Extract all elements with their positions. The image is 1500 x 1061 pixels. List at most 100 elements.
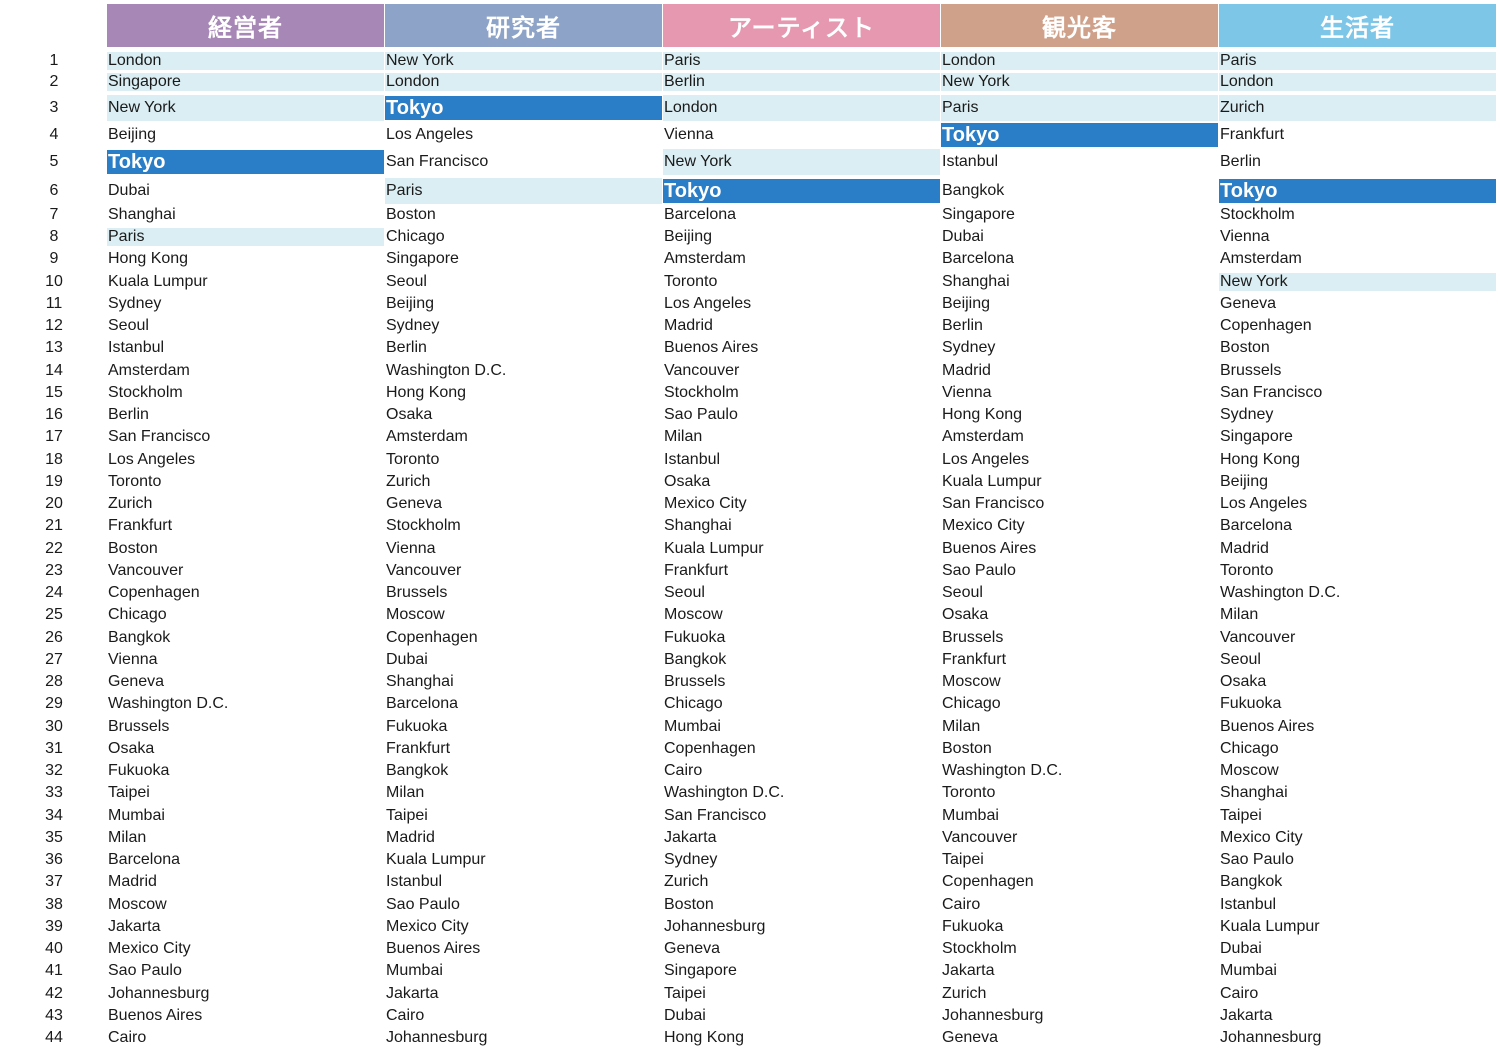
city-cell: London [1219, 73, 1496, 91]
city-cell: Stockholm [386, 517, 461, 535]
city-cell: Sao Paulo [108, 962, 182, 980]
city-cell-tokyo: Tokyo [1219, 179, 1496, 203]
city-cell: Sydney [386, 317, 440, 334]
city-cell: Madrid [108, 873, 157, 891]
rank-number: 10 [45, 272, 63, 290]
city-cell-tokyo: Tokyo [385, 96, 662, 120]
city-cell: New York [1219, 272, 1496, 291]
city-cell: Mumbai [664, 717, 721, 735]
city-cell: Fukuoka [942, 917, 1004, 935]
rank-number: 42 [45, 984, 63, 1002]
city-cell: Singapore [1220, 428, 1293, 446]
city-cell: San Francisco [108, 428, 211, 446]
city-cell: Fukuoka [108, 762, 170, 779]
city-cell: Milan [942, 717, 981, 735]
city-cell: Brussels [664, 673, 726, 690]
city-cell: Sao Paulo [942, 561, 1016, 579]
city-cell: Frankfurt [386, 739, 451, 757]
city-cell: Toronto [386, 450, 440, 468]
city-cell: Mexico City [1220, 828, 1303, 846]
city-cell: Sydney [1220, 406, 1274, 423]
city-cell: Amsterdam [386, 428, 468, 446]
city-cell: Shanghai [108, 206, 176, 223]
city-cell: Paris [1219, 52, 1496, 70]
city-cell: Vienna [942, 383, 992, 401]
city-cell: Stockholm [108, 383, 183, 401]
city-cell: Frankfurt [108, 517, 173, 535]
city-cell: Zurich [664, 873, 709, 891]
city-cell: Kuala Lumpur [108, 272, 208, 290]
city-cell: Boston [108, 539, 158, 557]
city-cell: Moscow [386, 606, 445, 624]
city-cell: Mumbai [1220, 962, 1277, 980]
city-cell: Moscow [108, 895, 167, 913]
rank-number: 24 [45, 584, 63, 601]
city-cell: San Francisco [942, 495, 1045, 512]
rank-number: 36 [45, 851, 63, 868]
city-cell: Vienna [108, 650, 158, 668]
rank-number: 11 [45, 294, 63, 312]
city-cell: Zurich [942, 984, 987, 1002]
city-cell: San Francisco [386, 153, 489, 170]
city-cell: Moscow [1220, 762, 1279, 779]
city-cell: Amsterdam [664, 250, 746, 268]
city-cell: Copenhagen [386, 628, 478, 646]
city-cell: Zurich [1219, 95, 1496, 121]
city-cell: Istanbul [1220, 895, 1277, 913]
city-cell: Brussels [386, 584, 448, 601]
city-cell: Sao Paulo [386, 895, 460, 913]
city-cell: Los Angeles [942, 450, 1030, 468]
city-cell: Seoul [1220, 650, 1261, 668]
city-cell: Hong Kong [664, 1029, 745, 1046]
city-cell: Vienna [386, 539, 436, 557]
city-cell: Shanghai [942, 272, 1010, 290]
rank-number: 8 [49, 228, 59, 245]
city-cell: Vancouver [942, 828, 1018, 846]
rank-number: 33 [45, 784, 63, 802]
city-cell: Frankfurt [1220, 126, 1285, 143]
city-cell: Vancouver [386, 561, 462, 579]
city-cell: Cairo [664, 762, 703, 779]
city-cell: Seoul [942, 584, 983, 601]
city-cell: Chicago [942, 695, 1001, 713]
city-cell: Vancouver [1220, 628, 1296, 646]
city-cell: Moscow [942, 673, 1001, 690]
city-cell: Copenhagen [942, 873, 1034, 891]
city-cell: Jakarta [664, 828, 717, 846]
city-cell: Taipei [1220, 806, 1262, 824]
city-cell: Kuala Lumpur [1220, 917, 1320, 935]
city-cell: Jakarta [1220, 1006, 1273, 1024]
city-cell: Shanghai [386, 673, 454, 690]
city-cell: Chicago [386, 228, 445, 245]
city-cell: London [107, 52, 384, 70]
city-cell: London [941, 52, 1218, 70]
city-cell: New York [107, 95, 384, 121]
city-cell: Mumbai [108, 806, 165, 824]
city-cell: Vancouver [108, 561, 184, 579]
city-cell: Copenhagen [108, 584, 200, 601]
city-cell: Copenhagen [1220, 317, 1312, 334]
city-cell: Brussels [108, 717, 170, 735]
city-cell: Berlin [386, 339, 427, 357]
city-cell: Cairo [108, 1029, 147, 1046]
rank-number: 5 [49, 153, 59, 170]
city-cell: Barcelona [664, 206, 737, 223]
city-cell: Mexico City [664, 495, 747, 512]
city-cell: Hong Kong [386, 383, 467, 401]
city-cell-tokyo: Tokyo [941, 123, 1218, 147]
city-cell: Mumbai [386, 962, 443, 980]
city-cell: Milan [1220, 606, 1259, 624]
city-cell: Geneva [386, 495, 443, 512]
column-header: 観光客 [941, 4, 1218, 47]
city-cell: Chicago [1220, 739, 1279, 757]
rank-number: 19 [45, 472, 63, 490]
city-cell: Mexico City [386, 917, 469, 935]
city-cell: Taipei [386, 806, 428, 824]
rank-number: 26 [45, 628, 63, 646]
city-cell: Bangkok [386, 762, 449, 779]
city-cell: Dubai [664, 1006, 706, 1024]
city-cell: Los Angeles [108, 450, 196, 468]
city-cell: Milan [108, 828, 147, 846]
city-cell: Zurich [386, 472, 431, 490]
